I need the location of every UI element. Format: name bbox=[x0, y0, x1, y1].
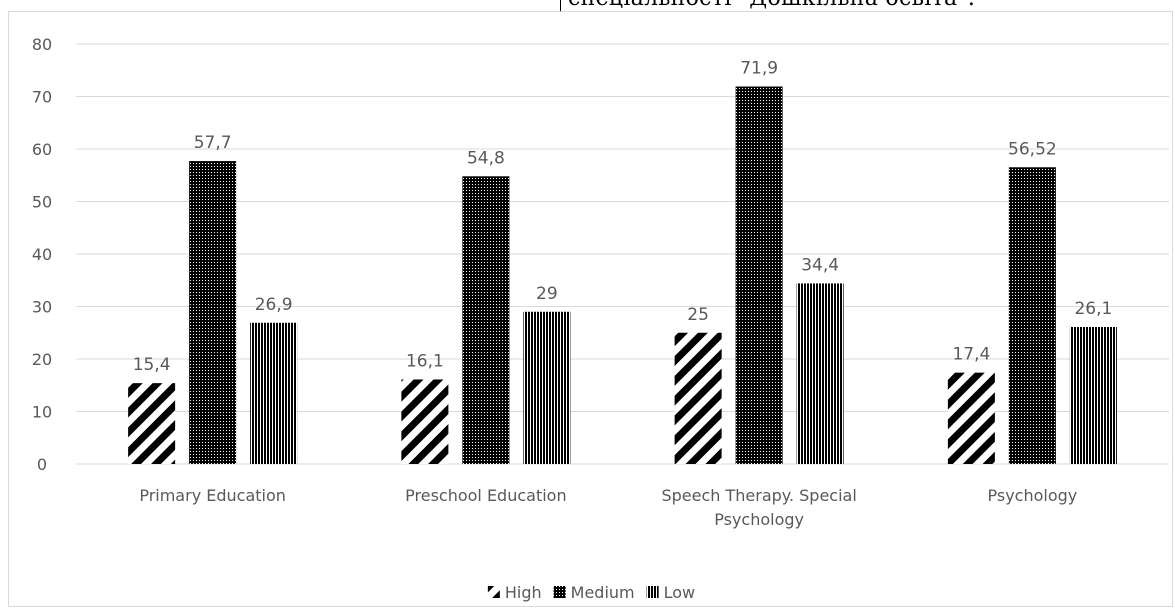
bar-medium bbox=[735, 86, 783, 465]
legend-label-high: High bbox=[505, 583, 542, 602]
data-label-high: 16,1 bbox=[406, 351, 444, 371]
bar-medium bbox=[1008, 167, 1056, 464]
y-tick-label: 20 bbox=[32, 350, 52, 369]
y-tick-label: 0 bbox=[37, 455, 47, 474]
data-label-low: 26,1 bbox=[1074, 299, 1112, 319]
legend-swatch-high bbox=[487, 586, 500, 598]
x-axis-categories: Primary Education Preschool Education Spee… bbox=[139, 486, 1077, 529]
bar-low bbox=[250, 322, 298, 464]
bar-low bbox=[1069, 326, 1117, 464]
legend-swatch-medium bbox=[553, 586, 566, 598]
y-tick-label: 80 bbox=[32, 35, 52, 54]
y-axis-ticks: 0 10 20 30 40 50 60 70 80 bbox=[32, 35, 52, 474]
data-label-high: 15,4 bbox=[133, 355, 171, 375]
legend-label-medium: Medium bbox=[571, 583, 635, 602]
y-tick-label: 30 bbox=[32, 298, 52, 317]
legend-swatch-low bbox=[646, 586, 659, 598]
bar-low bbox=[523, 311, 571, 464]
category-label: Primary Education bbox=[139, 486, 286, 505]
category-label: Speech Therapy. Special Psychology bbox=[661, 486, 856, 529]
bar-chart: 0 10 20 30 40 50 60 70 80 15,4 57,7 26,9 16,1 54,8 29… bbox=[32, 35, 1169, 602]
y-tick-label: 50 bbox=[32, 193, 52, 212]
bars bbox=[128, 86, 1117, 465]
category-label: Preschool Education bbox=[405, 486, 566, 505]
data-label-medium: 54,8 bbox=[467, 148, 505, 168]
y-tick-label: 60 bbox=[32, 140, 52, 159]
data-label-low: 29 bbox=[536, 284, 558, 304]
caption-edge-line bbox=[560, 0, 561, 12]
data-labels: 15,4 57,7 26,9 16,1 54,8 29 25 71,9 34,4 17,4 56,5… bbox=[133, 59, 1113, 376]
bar-low bbox=[796, 283, 844, 464]
caption-text: спеціальності "Дошкільна освіта". bbox=[568, 0, 975, 11]
y-tick-label: 10 bbox=[32, 403, 52, 422]
chart-area: 0 10 20 30 40 50 60 70 80 15,4 57,7 26,9 16,1 54,8 29… bbox=[8, 11, 1173, 607]
legend-label-low: Low bbox=[664, 583, 696, 602]
data-label-high: 17,4 bbox=[952, 345, 990, 365]
bar-high bbox=[128, 383, 176, 464]
data-label-medium: 71,9 bbox=[740, 59, 778, 79]
data-label-low: 34,4 bbox=[801, 255, 839, 275]
caption-fragment: спеціальності "Дошкільна освіта". bbox=[560, 0, 1175, 12]
data-label-low: 26,9 bbox=[255, 295, 293, 315]
data-label-medium: 56,52 bbox=[1008, 139, 1057, 159]
y-tick-label: 70 bbox=[32, 88, 52, 107]
y-tick-label: 40 bbox=[32, 245, 52, 264]
data-label-medium: 57,7 bbox=[194, 133, 232, 153]
category-label: Psychology bbox=[987, 486, 1077, 505]
gridlines bbox=[76, 43, 1169, 465]
legend: High Medium Low bbox=[487, 583, 696, 602]
bar-high bbox=[947, 372, 995, 464]
bar-high bbox=[674, 332, 722, 464]
data-label-high: 25 bbox=[687, 305, 709, 325]
bar-high bbox=[401, 379, 449, 464]
bar-medium bbox=[462, 176, 510, 465]
bar-medium bbox=[189, 161, 237, 464]
